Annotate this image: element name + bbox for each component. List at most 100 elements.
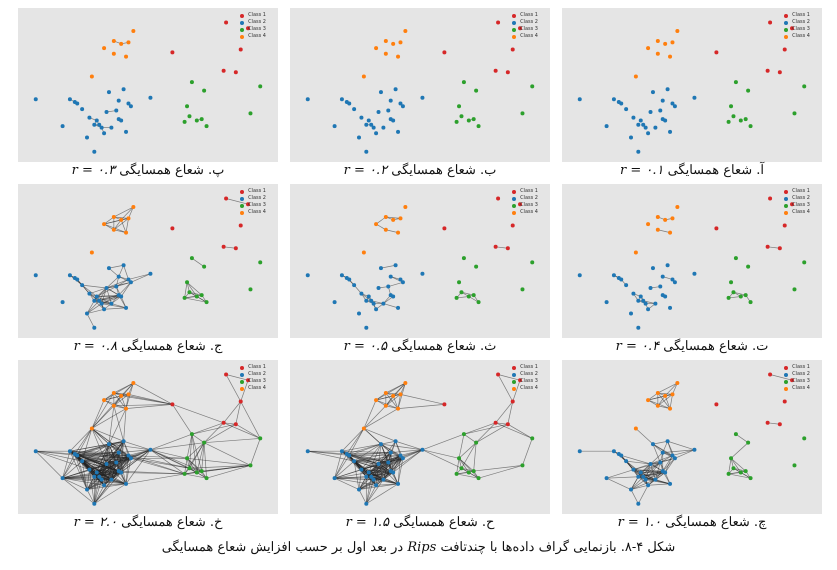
edge (461, 467, 474, 472)
point-class-2 (376, 109, 381, 114)
edge (187, 457, 251, 466)
legend-marker (784, 189, 789, 194)
point-class-3 (731, 290, 736, 295)
legend-label: Class 1 (792, 12, 810, 18)
edge (128, 394, 173, 405)
point-class-2 (631, 291, 636, 296)
point-class-2 (391, 470, 396, 475)
point-class-1 (238, 223, 243, 228)
legend-entry: Class 4 (240, 209, 266, 216)
point-class-4 (102, 398, 107, 403)
point-class-2 (646, 131, 651, 136)
edge (250, 438, 261, 466)
edge (378, 452, 391, 465)
edge (125, 449, 151, 485)
legend-marker (784, 372, 789, 377)
point-class-2 (391, 118, 396, 123)
point-class-3 (733, 256, 738, 261)
point-class-2 (369, 122, 374, 127)
edge (104, 307, 127, 310)
point-class-1 (765, 420, 770, 425)
edge (730, 442, 749, 459)
edge (392, 472, 399, 484)
point-class-3 (187, 466, 192, 471)
edge (186, 458, 198, 473)
edge (458, 442, 477, 459)
legend: Class 1 Class 2 Class 3 Class 4 (784, 364, 810, 392)
edge (201, 442, 205, 472)
point-class-4 (668, 230, 673, 235)
point-class-2 (33, 449, 38, 454)
edge (225, 374, 249, 381)
edge (354, 455, 401, 462)
edge (473, 465, 523, 472)
edge (106, 441, 124, 465)
point-class-3 (746, 88, 751, 93)
edge (392, 449, 423, 473)
legend-marker (784, 210, 789, 215)
point-class-1 (496, 196, 501, 201)
edge (82, 455, 129, 462)
legend-entry: Class 3 (240, 202, 266, 209)
point-class-3 (199, 117, 204, 122)
point-class-2 (357, 311, 361, 316)
point-class-2 (102, 307, 107, 312)
point-class-2 (648, 461, 653, 466)
panel-caption-p20: خ. شعاع همسایگی r = ۲.۰ (18, 515, 278, 530)
point-class-4 (374, 222, 379, 227)
panel-caption-radius: r = ۰.۳ (71, 163, 116, 178)
point-class-2 (629, 487, 633, 492)
edge (91, 428, 107, 465)
edge (392, 455, 401, 473)
point-class-2 (670, 101, 675, 106)
point-class-2 (121, 87, 126, 92)
point-class-1 (496, 20, 501, 25)
point-class-3 (476, 124, 481, 129)
point-class-2 (374, 307, 379, 312)
panel-caption-radius: r = ۰.۱ (619, 163, 664, 178)
point-class-2 (357, 135, 361, 140)
point-class-1 (221, 244, 226, 249)
point-class-2 (119, 470, 124, 475)
point-class-2 (85, 311, 89, 316)
point-class-2 (660, 274, 665, 279)
point-class-2 (114, 460, 119, 465)
point-class-1 (493, 420, 498, 425)
point-class-1 (221, 68, 226, 73)
panel-caption-radius: r = ۲.۰ (73, 515, 118, 530)
edge (669, 394, 673, 409)
legend-entry: Class 1 (784, 364, 810, 371)
edge (645, 472, 666, 480)
point-class-4 (668, 54, 673, 59)
point-class-2 (629, 135, 633, 140)
edge (81, 443, 110, 462)
edge (108, 264, 124, 269)
point-class-1 (777, 246, 782, 251)
edge (400, 449, 423, 456)
edge (116, 281, 132, 287)
point-class-2 (364, 149, 369, 154)
point-class-2 (378, 266, 383, 271)
edge (664, 458, 676, 473)
point-class-2 (347, 101, 352, 106)
edge (495, 422, 508, 425)
point-class-2 (692, 447, 697, 452)
edge (495, 246, 508, 249)
point-class-2 (619, 101, 624, 106)
point-class-2 (604, 300, 609, 305)
point-class-3 (792, 111, 797, 116)
point-class-2 (670, 277, 675, 282)
edge (101, 287, 107, 304)
point-class-2 (381, 477, 386, 482)
point-class-4 (111, 227, 116, 232)
edge (120, 441, 124, 473)
point-class-3 (471, 117, 476, 122)
edge (648, 483, 671, 486)
point-class-2 (104, 285, 109, 290)
point-class-2 (577, 273, 582, 278)
point-class-2 (420, 271, 425, 276)
point-class-2 (87, 115, 92, 120)
legend-label: Class 4 (248, 209, 266, 215)
panel-caption-radius: r = ۰.۲ (343, 163, 388, 178)
point-class-2 (97, 474, 102, 479)
